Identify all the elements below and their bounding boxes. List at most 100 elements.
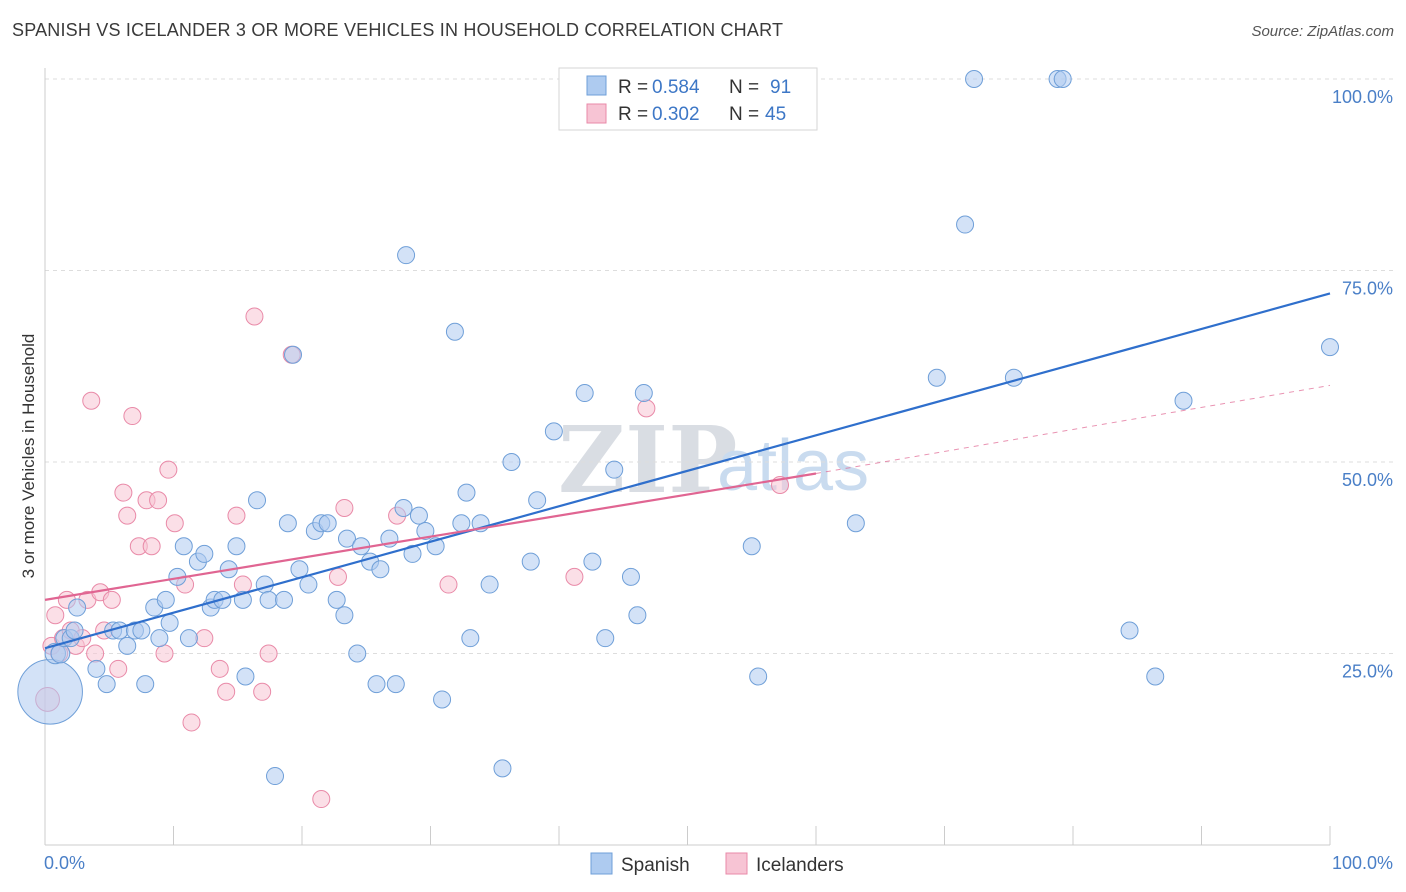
icelanders-point-25 [165,514,184,533]
spanish-point-20 [174,537,193,556]
y-axis-label: 3 or more Vehicles in Household [19,334,38,579]
spanish-point-72 [583,552,602,571]
y-tick-label-3: 100.0% [1332,87,1393,107]
spanish-point-54 [397,246,416,265]
spanish-point-63 [461,629,480,648]
icelanders-point-23 [155,644,174,663]
spanish-point-81 [846,514,865,533]
y-tick-label-1: 50.0% [1342,470,1393,490]
icelanders-point-14 [102,590,121,609]
spanish-point-57 [416,521,435,540]
spanish-point-10 [110,621,129,640]
spanish-point-60 [445,322,464,341]
spanish-point-91 [1321,338,1339,357]
icelanders-point-10 [82,391,101,410]
spanish-point-39 [299,575,318,594]
spanish-point-11 [118,636,137,655]
spanish-point-36 [278,514,297,533]
spanish-point-77 [634,384,653,403]
spanish-point-79 [742,537,761,556]
spanish-point-28 [227,537,246,556]
icelanders-point-2 [46,606,65,625]
spanish-point-82 [927,368,946,387]
icelanders-point-39 [335,498,354,517]
spanish-point-50 [371,560,390,579]
spanish-point-75 [621,567,640,586]
spanish-point-16 [150,629,169,648]
spanish-point-5 [65,621,84,640]
spanish-point-59 [433,690,452,709]
spanish-point-76 [628,606,647,625]
spanish-point-89 [1146,667,1165,686]
spanish-point-43 [327,590,346,609]
spanish-point-69 [528,491,547,510]
spanish-point-42 [318,514,337,533]
y-tick-label-2: 75.0% [1342,279,1393,299]
spanish-point-6 [68,598,87,617]
spanish-point-80 [749,667,768,686]
icelanders-point-33 [245,307,264,326]
legend-r-label-1: R = [618,77,648,98]
spanish-point-33 [259,590,278,609]
spanish-point-17 [156,590,175,609]
spanish-point-34 [266,767,285,786]
spanish-point-84 [965,70,984,88]
icelanders-point-28 [195,629,214,648]
y-tick-labels: 25.0% 50.0% 75.0% 100.0% [1332,87,1393,682]
icelanders-point-34 [253,682,272,701]
icelanders-regression-extension [815,384,1331,474]
spanish-point-7 [87,659,106,678]
spanish-point-13 [132,621,151,640]
spanish-point-71 [575,384,594,403]
spanish-point-44 [335,606,354,625]
spanish-point-53 [394,498,413,517]
icelanders-point-11 [86,644,105,663]
icelanders-point-22 [149,491,168,510]
icelanders-point-41 [439,575,458,594]
bottom-legend-swatch-spanish [590,852,613,875]
watermark: ZIP atlas [558,406,869,514]
spanish-point-30 [236,667,255,686]
spanish-point-23 [195,544,214,563]
x-tick-label-max: 100.0% [1332,853,1393,873]
spanish-point-62 [457,483,476,502]
icelanders-point-15 [109,659,128,678]
icelanders-point-38 [328,567,347,586]
spanish-point-61 [452,514,471,533]
spanish-regression-line [44,292,1331,650]
spanish-point-18 [160,613,179,632]
x-tick-label-min: 0.0% [44,853,85,873]
icelanders-point-31 [227,506,246,525]
spanish-point-37 [284,345,303,364]
icelanders-point-43 [637,399,656,418]
spanish-point-85 [1004,368,1023,387]
bottom-legend-swatch-icelanders [725,852,748,875]
icelanders-point-21 [142,537,161,556]
icelanders-point-18 [123,407,142,426]
icelanders-point-16 [114,483,133,502]
legend-r-value-2: 0.302 [652,104,700,125]
spanish-point-49 [367,675,386,694]
spanish-point-68 [521,552,540,571]
icelanders-point-27 [182,713,201,732]
spanish-point-46 [348,644,367,663]
legend-swatch-spanish [586,75,607,96]
source-label: Source: ZipAtlas.com [1251,23,1394,40]
legend-n-label-2: N = [729,104,759,125]
icelanders-point-42 [565,567,584,586]
legend-n-label-1: N = [729,77,759,98]
spanish-point-90 [1174,391,1193,410]
spanish-point-83 [956,215,975,234]
spanish-point-45 [337,529,356,548]
spanish-point-32 [255,575,274,594]
icelanders-point-29 [210,659,229,678]
legend-r-value-1: 0.584 [652,77,700,98]
spanish-point-66 [493,759,512,778]
watermark-atlas: atlas [717,426,869,506]
spanish-point-8 [97,675,116,694]
spanish-point-74 [605,460,624,479]
spanish-point-52 [386,675,405,694]
icelanders-regression-line [44,472,817,601]
spanish-point-2 [50,643,71,664]
